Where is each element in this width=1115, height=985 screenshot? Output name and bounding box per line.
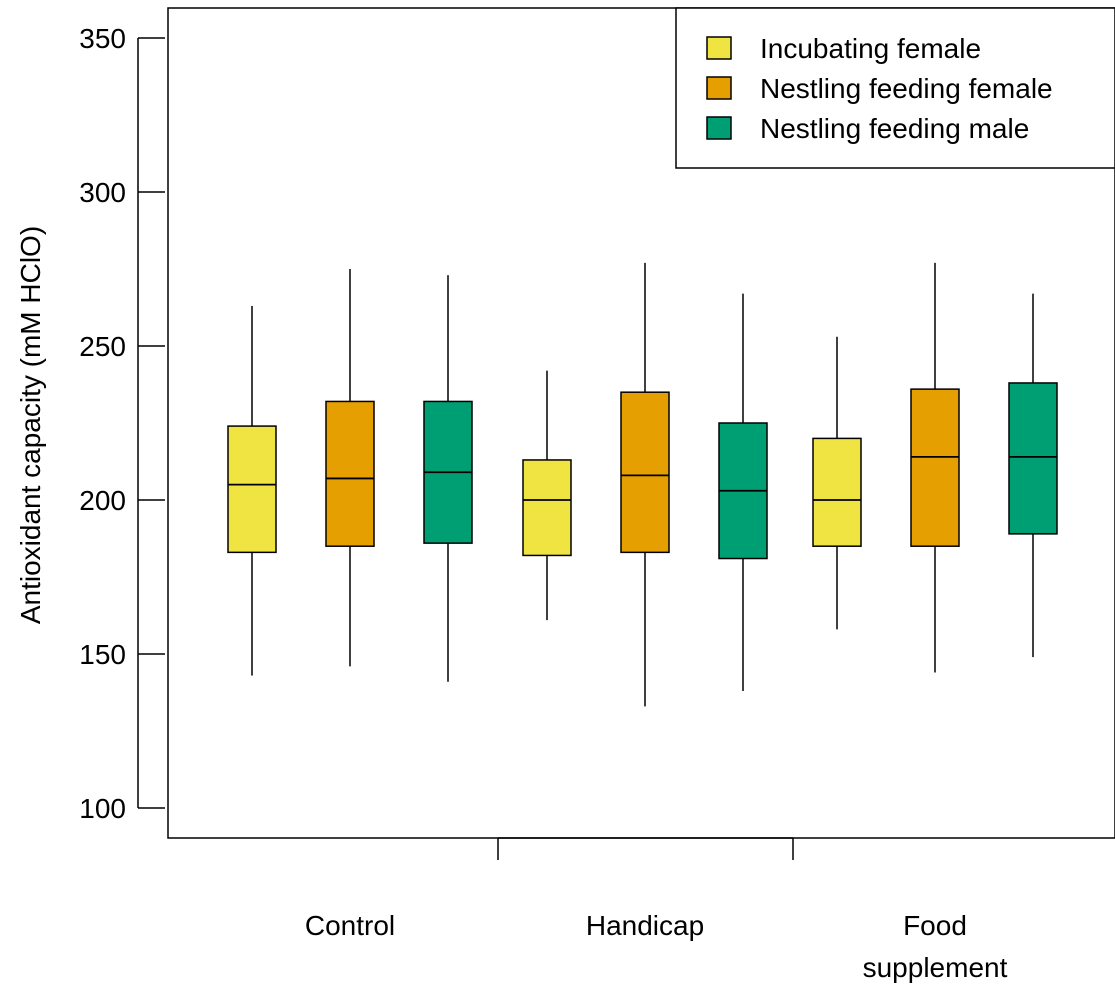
box-2-2 [1008,293,1058,658]
legend-swatch [706,116,732,140]
y-axis: 100 150 200 250 300 350 [79,23,165,824]
x-category-label: Food supplement [863,910,1008,983]
box-2-1 [718,293,768,691]
box-2-0 [423,275,473,682]
box-0-2 [812,336,862,630]
legend-label: Incubating female [760,33,981,64]
y-tick-label: 300 [79,177,126,208]
box-iqr [910,388,960,547]
y-tick-label: 200 [79,485,126,516]
x-axis: Control Handicap Food supplement [305,837,1008,983]
y-axis-title: Antioxidant capacity (mM HClO) [15,226,46,624]
box-iqr [812,437,862,547]
box-iqr [325,400,375,547]
y-tick-label: 100 [79,793,126,824]
box-iqr [522,459,572,557]
legend-label: Nestling feeding male [760,113,1029,144]
box-0-1 [522,370,572,621]
legend-label: Nestling feeding female [760,73,1053,104]
x-category-label: Handicap [586,910,704,941]
x-category-label: Control [305,910,395,941]
box-1-0 [325,269,375,667]
box-iqr [227,425,277,554]
legend-frame [675,7,1115,169]
y-tick-label: 250 [79,331,126,362]
legend-swatch [706,36,732,60]
y-tick-label: 350 [79,23,126,54]
box-iqr [620,391,670,554]
legend: Incubating female Nestling feeding female… [675,7,1115,169]
y-tick-label: 150 [79,639,126,670]
box-1-2 [910,262,960,673]
legend-swatch [706,76,732,100]
boxes [227,262,1058,707]
box-iqr [1008,382,1058,535]
box-1-1 [620,262,670,707]
box-0-0 [227,305,277,676]
